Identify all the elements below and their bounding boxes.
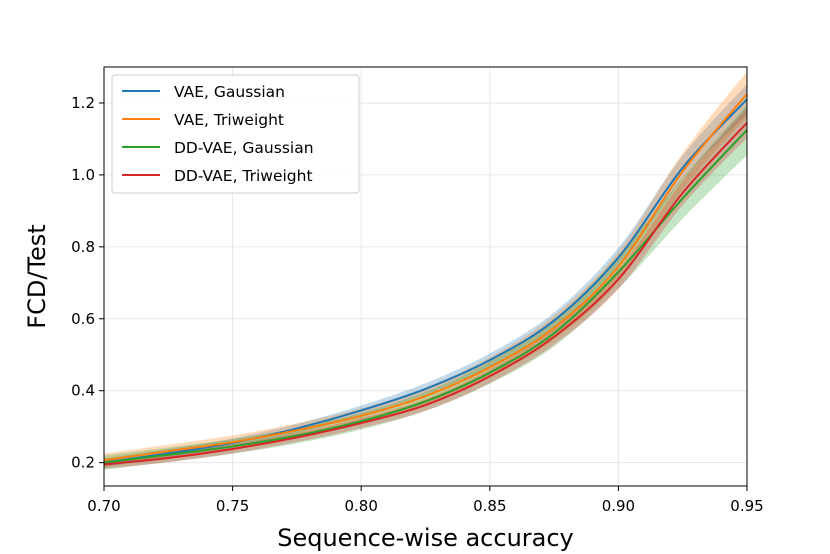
- y-tick-label: 0.8: [71, 238, 95, 256]
- series-line-2: [103, 93, 748, 462]
- series-lines: [103, 93, 748, 466]
- x-tick-label: 0.80: [344, 497, 377, 515]
- x-tick-label: 0.90: [602, 497, 635, 515]
- confidence-band-4: [104, 107, 747, 469]
- legend-label: DD-VAE, Gaussian: [174, 139, 314, 157]
- y-tick-label: 0.2: [71, 454, 95, 472]
- y-tick-label: 0.6: [71, 310, 95, 328]
- y-tick-label: 1.2: [71, 94, 95, 112]
- y-axis-label: FCD/Test: [23, 224, 51, 328]
- plot-frame: [103, 66, 748, 487]
- x-tick-label: 0.70: [87, 497, 120, 515]
- series-line-1: [103, 98, 748, 464]
- x-axis-label: Sequence-wise accuracy: [277, 524, 574, 552]
- series-line-4: [103, 122, 748, 466]
- confidence-band-1: [104, 84, 747, 467]
- legend: VAE, Gaussian VAE, Triweight DD-VAE, Gauss…: [111, 74, 360, 194]
- series-line-3: [103, 129, 748, 464]
- legend-label: VAE, Gaussian: [174, 83, 285, 101]
- x-tick-label: 0.95: [730, 497, 763, 515]
- y-tick-label: 1.0: [71, 166, 95, 184]
- axis-ticks: 0.70 0.75 0.80 0.85 0.90 0.95 0.2 0.4 0.6 0.8 1.0 1…: [71, 94, 764, 515]
- legend-label: VAE, Triweight: [174, 111, 284, 129]
- confidence-band-2: [104, 71, 747, 467]
- x-tick-label: 0.85: [473, 497, 506, 515]
- x-tick-label: 0.75: [216, 497, 249, 515]
- y-tick-label: 0.4: [71, 382, 95, 400]
- legend-label: DD-VAE, Triweight: [174, 167, 313, 185]
- legend-box: [111, 74, 360, 194]
